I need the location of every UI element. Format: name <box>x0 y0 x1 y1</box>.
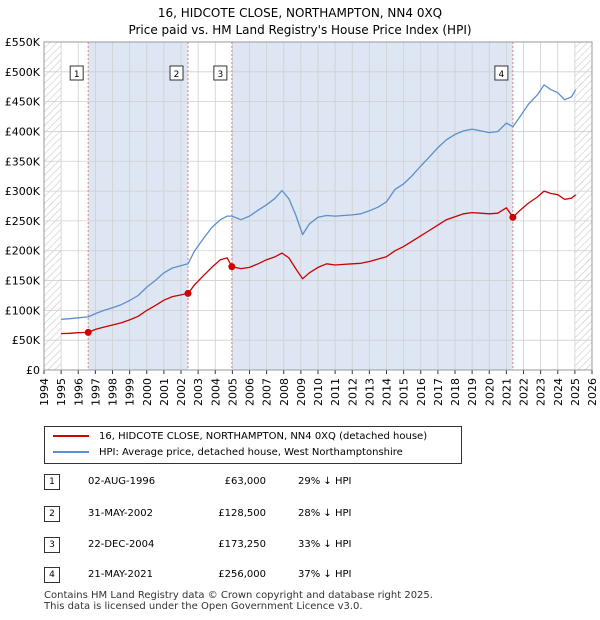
legend-item-hpi: HPI: Average price, detached house, West… <box>53 445 403 461</box>
hatched-region <box>44 42 62 370</box>
footer-copyright: Contains HM Land Registry data © Crown c… <box>44 590 433 601</box>
x-tick-label: 2002 <box>175 378 188 406</box>
x-tick-label: 2019 <box>466 378 479 406</box>
sale-marker-label: 4 <box>499 70 505 80</box>
x-tick-label: 2012 <box>346 378 359 406</box>
x-tick-label: 2000 <box>141 378 154 406</box>
tx-date: 31-MAY-2002 <box>88 508 154 519</box>
price-chart: 1 2 3 4 1994 1995 1996 1997 1998 1999 2000 2001 200… <box>5 36 599 406</box>
hatched-region <box>574 42 592 370</box>
x-tick-label: 2003 <box>192 378 205 406</box>
x-tick-label: 1998 <box>107 378 120 406</box>
footer-licence: This data is licensed under the Open Gov… <box>44 601 363 612</box>
x-tick-label: 2015 <box>398 378 411 406</box>
tx-date: 02-AUG-1996 <box>88 476 156 487</box>
x-tick-label: 2018 <box>449 378 462 406</box>
y-tick-label: £50K <box>12 334 41 347</box>
tx-hpi: 28% ↓ HPI <box>298 508 352 519</box>
y-tick-label: £250K <box>5 215 41 228</box>
y-tick-label: £500K <box>5 66 41 79</box>
tx-date: 21-MAY-2021 <box>88 569 154 580</box>
x-tick-label: 1995 <box>55 378 68 406</box>
x-tick-label: 2016 <box>415 378 428 406</box>
sale-point <box>184 289 192 297</box>
x-tick-label: 2025 <box>569 378 582 406</box>
legend-line-property-icon <box>53 435 89 437</box>
x-tick-label: 2026 <box>586 378 599 406</box>
tx-hpi: 37% ↓ HPI <box>298 569 352 580</box>
sale-marker-label: 3 <box>217 70 223 80</box>
ownership-band <box>88 42 189 370</box>
tx-hpi: 33% ↓ HPI <box>298 539 352 550</box>
tx-number-badge: 3 <box>44 537 60 553</box>
legend-line-hpi-icon <box>53 451 89 453</box>
tx-number-badge: 2 <box>44 506 60 522</box>
x-tick-label: 1997 <box>89 378 102 406</box>
y-tick-label: £200K <box>5 245 41 258</box>
chart-subtitle: Price paid vs. HM Land Registry's House … <box>128 23 472 37</box>
legend-item-property: 16, HIDCOTE CLOSE, NORTHAMPTON, NN4 0XQ … <box>53 429 427 445</box>
x-tick-label: 2010 <box>312 378 325 406</box>
sale-marker-box <box>169 65 184 81</box>
x-tick-label: 1996 <box>72 378 85 406</box>
table-row: 3 22-DEC-2004 £173,250 33% ↓ HPI <box>40 537 440 553</box>
x-tick-label: 2021 <box>500 378 513 406</box>
sale-marker-box <box>69 65 84 81</box>
legend-label-property: 16, HIDCOTE CLOSE, NORTHAMPTON, NN4 0XQ … <box>99 431 428 442</box>
x-tick-label: 2006 <box>244 378 257 406</box>
y-tick-label: £0 <box>26 364 40 377</box>
y-tick-label: £400K <box>5 125 41 138</box>
x-tick-label: 2024 <box>552 378 565 406</box>
x-tick-label: 1999 <box>124 378 137 406</box>
sale-marker-box <box>494 65 509 81</box>
x-tick-label: 2005 <box>226 378 239 406</box>
x-tick-label: 2023 <box>535 378 548 406</box>
tx-hpi: 29% ↓ HPI <box>298 476 352 487</box>
tx-number-badge: 1 <box>44 474 60 490</box>
table-row: 2 31-MAY-2002 £128,500 28% ↓ HPI <box>40 506 440 522</box>
sale-marker-label: 2 <box>174 70 180 80</box>
x-tick-label: 2004 <box>209 378 222 406</box>
y-tick-label: £550K <box>5 36 41 49</box>
chart-title: 16, HIDCOTE CLOSE, NORTHAMPTON, NN4 0XQ <box>157 6 443 20</box>
x-tick-label: 2007 <box>261 378 274 406</box>
table-row: 1 02-AUG-1996 £63,000 29% ↓ HPI <box>40 474 440 490</box>
footer: Contains HM Land Registry data © Crown c… <box>44 590 433 612</box>
x-tick-label: 2011 <box>329 378 342 406</box>
x-tick-label: 2020 <box>483 378 496 406</box>
sale-point <box>228 263 236 271</box>
x-tick-label: 2001 <box>158 378 171 406</box>
tx-number-badge: 4 <box>44 567 60 583</box>
hpi-series-line <box>61 84 577 320</box>
y-tick-label: £100K <box>5 304 41 317</box>
sale-marker-label: 1 <box>74 70 80 80</box>
x-tick-label: 2013 <box>363 378 376 406</box>
table-row: 4 21-MAY-2021 £256,000 37% ↓ HPI <box>40 567 440 583</box>
x-tick-label: 2009 <box>295 378 308 406</box>
x-tick-label: 2008 <box>278 378 291 406</box>
y-tick-label: £450K <box>5 96 41 109</box>
y-tick-label: £350K <box>5 155 41 168</box>
plot-frame <box>43 41 593 371</box>
tx-price: £128,500 <box>218 508 266 519</box>
sale-point <box>84 328 92 336</box>
legend: 16, HIDCOTE CLOSE, NORTHAMPTON, NN4 0XQ … <box>44 426 462 464</box>
ownership-band <box>231 42 513 370</box>
sale-marker-box <box>213 65 228 81</box>
y-tick-label: £300K <box>5 185 41 198</box>
x-tick-label: 2017 <box>432 378 445 406</box>
tx-price: £173,250 <box>218 539 266 550</box>
legend-label-hpi: HPI: Average price, detached house, West… <box>99 447 403 458</box>
x-tick-label: 1994 <box>38 378 51 406</box>
x-tick-label: 2022 <box>518 378 531 406</box>
tx-price: £63,000 <box>224 476 266 487</box>
y-tick-label: £150K <box>5 275 41 288</box>
x-tick-label: 2014 <box>381 378 394 406</box>
sale-point <box>509 213 517 221</box>
property-series-line <box>61 190 577 335</box>
tx-date: 22-DEC-2004 <box>88 539 155 550</box>
tx-price: £256,000 <box>218 569 266 580</box>
